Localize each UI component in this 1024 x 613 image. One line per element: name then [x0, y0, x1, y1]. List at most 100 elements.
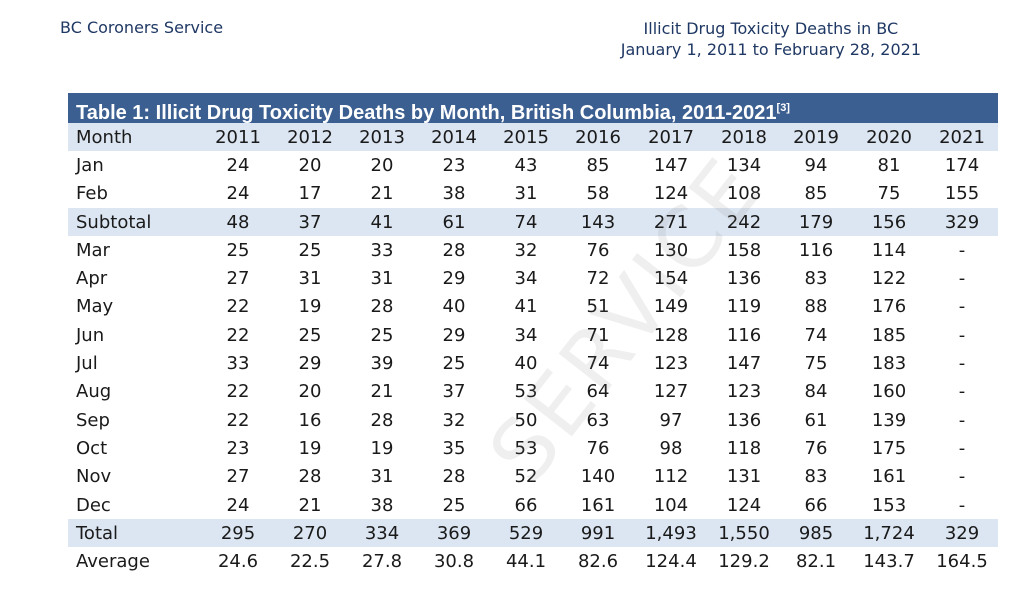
table-cell: 83: [804, 268, 828, 290]
table-cell: 112: [653, 466, 689, 488]
table-cell: 156: [852, 207, 926, 237]
table-cell: 19: [370, 437, 394, 459]
table-row: Oct 23 19 19 35 53 76 98 118 76 175 -: [68, 434, 998, 462]
report-title-line2: January 1, 2011 to February 28, 2021: [620, 40, 921, 59]
table-cell: 20: [370, 154, 394, 176]
table-cell: 25: [298, 239, 322, 261]
table-cell: 76: [586, 239, 610, 261]
column-header-month: Month: [68, 123, 202, 152]
table-cell: 28: [370, 296, 394, 318]
table-cell: 122: [871, 268, 907, 290]
table-cell: 33: [370, 239, 394, 261]
table-cell: 25: [226, 239, 250, 261]
table-cell: 161: [580, 494, 616, 516]
table-cell: 20: [298, 154, 322, 176]
table-cell: 31: [514, 183, 538, 205]
table-cell: 127: [653, 381, 689, 403]
column-header-year: 2014: [418, 123, 490, 152]
table-cell: -: [958, 494, 966, 516]
table-cell: 104: [653, 494, 689, 516]
table-cell: 116: [726, 324, 762, 346]
table-cell: 24: [226, 154, 250, 176]
table-cell: -: [958, 324, 966, 346]
table-cell: 40: [514, 353, 538, 375]
table-cell: 155: [944, 183, 980, 205]
table-cell: 31: [370, 268, 394, 290]
table-cell: 334: [346, 519, 418, 548]
table-cell: 985: [780, 519, 852, 548]
table-row: Jan 24 20 20 23 43 85 147 134 94 81 174: [68, 151, 998, 179]
table-cell: 74: [804, 324, 828, 346]
table-cell: 22.5: [289, 551, 331, 573]
table-cell: 119: [726, 296, 762, 318]
table-cell: 123: [726, 381, 762, 403]
table-cell: 22: [226, 324, 250, 346]
row-label: Average: [76, 551, 150, 573]
table-cell: 48: [202, 207, 274, 237]
column-header-year: 2011: [202, 123, 274, 152]
table-cell: -: [958, 466, 966, 488]
table-cell: 94: [804, 154, 828, 176]
table-cell: 136: [726, 409, 762, 431]
table-cell: 183: [871, 353, 907, 375]
deaths-table-container: Table 1: Illicit Drug Toxicity Deaths by…: [68, 93, 998, 576]
table-cell: 21: [370, 381, 394, 403]
table-cell: -: [958, 381, 966, 403]
table-cell: 66: [514, 494, 538, 516]
table-cell: 37: [274, 207, 346, 237]
table-cell: 34: [514, 268, 538, 290]
column-header-year: 2015: [490, 123, 562, 152]
table-cell: 295: [202, 519, 274, 548]
table-row: Jun 22 25 25 29 34 71 128 116 74 185 -: [68, 321, 998, 349]
table-cell: 58: [586, 183, 610, 205]
table-row: Dec 24 21 38 25 66 161 104 124 66 153 -: [68, 491, 998, 519]
table-row: Sep 22 16 28 32 50 63 97 136 61 139 -: [68, 406, 998, 434]
table-cell: 160: [871, 381, 907, 403]
report-title-line1: Illicit Drug Toxicity Deaths in BC: [643, 19, 899, 38]
table-cell: 149: [653, 296, 689, 318]
table-cell: 22: [226, 381, 250, 403]
table-cell: 50: [514, 409, 538, 431]
table-row: Aug 22 20 21 37 53 64 127 123 84 160 -: [68, 378, 998, 406]
column-header-year: 2020: [852, 123, 926, 152]
table-cell: 175: [871, 437, 907, 459]
column-header-year: 2017: [634, 123, 708, 152]
table-cell: 51: [586, 296, 610, 318]
table-cell: 140: [580, 466, 616, 488]
column-header-year: 2016: [562, 123, 634, 152]
table-cell: 32: [442, 409, 466, 431]
table-cell: 38: [370, 494, 394, 516]
table-cell: 24: [226, 494, 250, 516]
table-cell: 75: [804, 353, 828, 375]
row-label: Sep: [76, 409, 110, 431]
table-cell: 61: [418, 207, 490, 237]
table-cell: 25: [370, 324, 394, 346]
table-cell: 85: [804, 183, 828, 205]
table-cell: -: [958, 296, 966, 318]
table-cell: 84: [804, 381, 828, 403]
table-cell: 30.8: [433, 551, 475, 573]
table-cell: 85: [586, 154, 610, 176]
table-cell: 129.2: [718, 551, 770, 573]
table-cell: 1,493: [634, 519, 708, 548]
row-label: May: [76, 296, 114, 318]
table-cell: 29: [298, 353, 322, 375]
table-cell: -: [958, 353, 966, 375]
row-label: Aug: [76, 381, 112, 403]
row-label: Jul: [76, 353, 98, 375]
total-row: Total 295 270 334 369 529 991 1,493 1,550 985 1,72…: [68, 519, 998, 548]
table-cell: 118: [726, 437, 762, 459]
column-header-year: 2013: [346, 123, 418, 152]
table-cell: 369: [418, 519, 490, 548]
table-cell: -: [958, 239, 966, 261]
table-cell: 176: [871, 296, 907, 318]
table-cell: 82.6: [577, 551, 619, 573]
table-cell: 27: [226, 466, 250, 488]
column-header-year: 2019: [780, 123, 852, 152]
table-cell: 21: [370, 183, 394, 205]
table-cell: 114: [871, 239, 907, 261]
table-cell: 27: [226, 268, 250, 290]
table-cell: 270: [274, 519, 346, 548]
row-label: Total: [68, 519, 202, 548]
table-cell: 76: [804, 437, 828, 459]
